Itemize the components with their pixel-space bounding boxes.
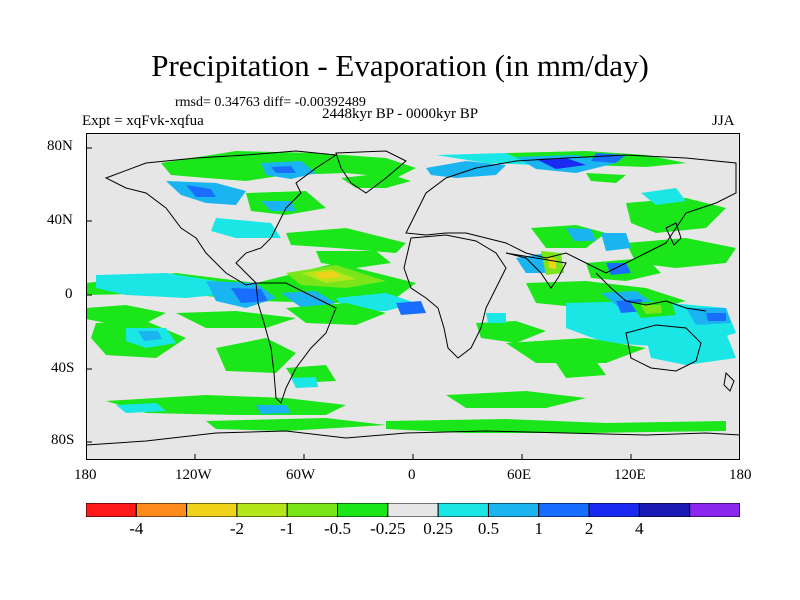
anomaly-patch xyxy=(706,313,726,321)
anomaly-patch xyxy=(626,198,726,233)
anomaly-patch xyxy=(646,333,736,365)
anomaly-patch xyxy=(548,257,556,269)
colorbar-swatch xyxy=(588,502,640,518)
coastline-eurasia xyxy=(405,154,737,274)
lat-label-80s: 80S xyxy=(51,432,75,448)
lat-label-0: 0 xyxy=(65,286,73,302)
coastline-africa xyxy=(403,234,507,359)
anomaly-patch xyxy=(536,158,586,169)
period-label: 2448kyr BP - 0000kyr BP xyxy=(322,106,479,122)
anomaly-patch xyxy=(314,271,341,279)
colorbar-label: 4 xyxy=(635,519,644,538)
colorbar-label: -4 xyxy=(129,519,144,538)
coastline-se-asia xyxy=(595,272,707,312)
anomaly-patch xyxy=(138,331,162,341)
colorbar-label: 2 xyxy=(584,519,594,538)
colorbar xyxy=(85,502,741,518)
stats-line: rmsd= 0.34763 diff= -0.00392489 xyxy=(175,95,366,110)
coastline-australia xyxy=(625,324,702,372)
coastline-antarctica xyxy=(86,430,740,446)
anomaly-patch xyxy=(446,391,586,408)
anomaly-patch xyxy=(116,403,166,413)
anomaly-patch xyxy=(341,173,411,188)
anomaly-patch xyxy=(601,233,631,251)
colorbar-swatch xyxy=(236,502,288,518)
anomaly-patch xyxy=(261,201,296,211)
colorbar-swatch xyxy=(85,502,137,518)
colorbar-label: 0.5 xyxy=(477,519,500,538)
lon-label-0: 0 xyxy=(408,467,416,483)
lat-label-40n: 40N xyxy=(47,212,73,228)
anomaly-patch xyxy=(211,218,281,238)
colorbar-label: -0.25 xyxy=(370,519,406,538)
map-ticks xyxy=(86,147,740,460)
anomaly-patch xyxy=(231,288,268,303)
colorbar-label: -2 xyxy=(229,519,245,538)
lat-label-40s: 40S xyxy=(51,360,75,376)
lon-label-120e: 120E xyxy=(614,467,646,483)
colorbar-swatch xyxy=(286,502,339,518)
anomaly-patch xyxy=(291,377,318,388)
anomaly-patch xyxy=(641,305,662,314)
colorbar-label: 0.25 xyxy=(423,519,454,538)
colorbar-label: -1 xyxy=(280,519,295,538)
lon-label-180w: 180 xyxy=(74,467,97,483)
coastline-north-america xyxy=(104,150,338,286)
anomaly-fields xyxy=(86,151,736,433)
experiment-label: Expt = xqFvk-xqfua xyxy=(82,113,204,129)
anomaly-patch xyxy=(641,188,686,205)
anomaly-patch xyxy=(506,338,646,363)
coastline-south-america xyxy=(255,282,337,404)
plot-title: Precipitation - Evaporation (in mm/day) xyxy=(151,48,649,83)
colorbar-swatch xyxy=(387,502,439,518)
world-map xyxy=(86,133,740,460)
anomaly-patch xyxy=(271,166,296,173)
coastline-japan xyxy=(665,222,682,246)
anomaly-patch xyxy=(96,273,236,298)
anomaly-patch xyxy=(626,238,736,268)
anomaly-patch xyxy=(206,418,386,431)
anomaly-patch xyxy=(486,313,506,323)
colorbar-swatch xyxy=(487,502,540,518)
lon-label-60e: 60E xyxy=(507,467,532,483)
colorbar-label: 1 xyxy=(534,519,544,538)
anomaly-patch xyxy=(86,305,166,323)
colorbar-swatch xyxy=(186,502,238,518)
anomaly-patch xyxy=(186,185,216,197)
anomaly-patch xyxy=(566,228,596,241)
anomaly-patch xyxy=(176,311,296,328)
colorbar-swatch xyxy=(135,502,188,518)
lon-label-180e: 180 xyxy=(729,467,752,483)
anomaly-patch xyxy=(476,321,546,343)
colorbar-swatch xyxy=(689,502,741,518)
anomaly-patch xyxy=(396,301,426,315)
anomaly-patch xyxy=(386,419,726,433)
lon-label-60w: 60W xyxy=(286,467,316,483)
anomaly-patch xyxy=(586,173,626,183)
lat-label-80n: 80N xyxy=(47,138,73,154)
colorbar-swatch xyxy=(337,502,389,518)
coastline-new-zealand xyxy=(723,371,735,392)
coastline-greenland xyxy=(335,150,407,194)
colorbar-swatch xyxy=(437,502,489,518)
anomaly-patch xyxy=(606,263,631,275)
anomaly-patch xyxy=(426,161,506,178)
colorbar-swatch xyxy=(638,502,691,518)
anomaly-patch xyxy=(556,361,606,378)
anomaly-patch xyxy=(256,405,291,414)
anomaly-patch xyxy=(286,228,406,253)
colorbar-label: -0.5 xyxy=(324,519,351,538)
coastline-india xyxy=(505,252,567,289)
lon-label-120w: 120W xyxy=(175,467,212,483)
colorbar-swatch xyxy=(538,502,590,518)
colorbar-svg xyxy=(85,502,741,518)
map-canvas xyxy=(86,133,740,460)
season-label: JJA xyxy=(712,113,735,129)
coastlines xyxy=(86,150,740,446)
anomaly-patch xyxy=(216,338,296,373)
anomaly-patch xyxy=(286,303,386,325)
